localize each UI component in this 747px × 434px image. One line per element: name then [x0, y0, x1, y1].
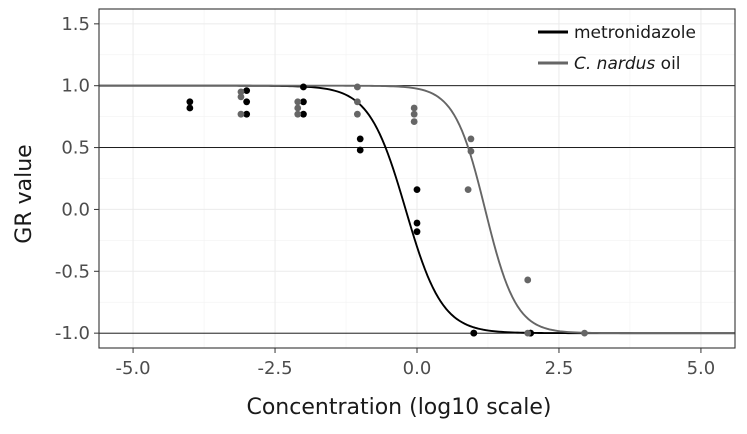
data-point-metronidazole: [186, 104, 194, 112]
x-tick-label: -2.5: [257, 358, 292, 379]
data-point-metronidazole: [300, 98, 307, 106]
y-tick-label: 0.5: [61, 138, 90, 159]
data-point-metronidazole: [413, 186, 421, 194]
x-tick-label: -5.0: [116, 358, 151, 379]
y-axis-ticks: -1.0 -0.5 0.0 0.5 1.0 1.5: [55, 14, 99, 344]
y-axis-title: GR value: [12, 144, 37, 243]
data-point-c-nardus-oil: [237, 88, 245, 96]
data-point-c-nardus-oil: [294, 104, 302, 112]
data-point-c-nardus-oil: [237, 93, 245, 101]
x-axis-title: Concentration (log10 scale): [246, 395, 551, 420]
data-point-c-nardus-oil: [464, 186, 472, 194]
data-point-metronidazole: [356, 146, 364, 154]
y-tick-label: -1.0: [55, 323, 90, 344]
data-point-c-nardus-oil: [467, 147, 475, 155]
data-point-c-nardus-oil: [353, 98, 361, 106]
y-tick-label: -0.5: [55, 261, 90, 282]
data-point-c-nardus-oil: [353, 110, 361, 118]
x-tick-label: 2.5: [545, 358, 574, 379]
fit-curve-c-nardus-oil: [99, 84, 735, 335]
data-point-metronidazole: [243, 110, 251, 118]
legend-label-c-nardus-oil: C. nardus oil: [574, 54, 681, 74]
data-point-metronidazole: [470, 329, 478, 337]
x-tick-label: 0.0: [403, 358, 432, 379]
x-tick-label: 5.0: [687, 358, 716, 379]
legend-label-c-nardus-rest: oil: [655, 54, 680, 74]
data-point-c-nardus-oil: [524, 329, 532, 337]
y-tick-label: 0.0: [61, 199, 90, 220]
data-point-metronidazole: [300, 110, 307, 118]
data-point-c-nardus-oil: [294, 110, 302, 118]
data-point-c-nardus-oil: [237, 110, 245, 118]
legend-label-metronidazole: metronidazole: [574, 23, 696, 43]
data-point-metronidazole: [413, 219, 421, 227]
data-point-metronidazole: [300, 83, 307, 91]
data-point-c-nardus-oil: [353, 83, 361, 91]
data-point-c-nardus-oil: [410, 104, 418, 112]
data-points: [186, 83, 588, 337]
data-point-metronidazole: [413, 228, 421, 236]
data-point-c-nardus-oil: [294, 98, 302, 106]
legend-label-c-nardus-italic: C. nardus: [574, 54, 655, 74]
data-point-metronidazole: [186, 98, 194, 106]
data-point-c-nardus-oil: [581, 329, 588, 337]
data-point-c-nardus-oil: [410, 110, 418, 118]
fitted-curves: [99, 84, 735, 335]
data-point-c-nardus-oil: [410, 118, 418, 125]
data-point-c-nardus-oil: [467, 135, 475, 143]
y-tick-label: 1.0: [61, 76, 90, 97]
data-point-metronidazole: [356, 135, 364, 143]
data-point-metronidazole: [243, 87, 251, 95]
x-axis-ticks: -5.0 -2.5 0.0 2.5 5.0: [116, 348, 716, 379]
y-tick-label: 1.5: [61, 14, 90, 35]
legend: metronidazole C. nardus oil: [538, 23, 696, 74]
data-point-metronidazole: [243, 98, 251, 106]
data-point-c-nardus-oil: [524, 276, 532, 284]
